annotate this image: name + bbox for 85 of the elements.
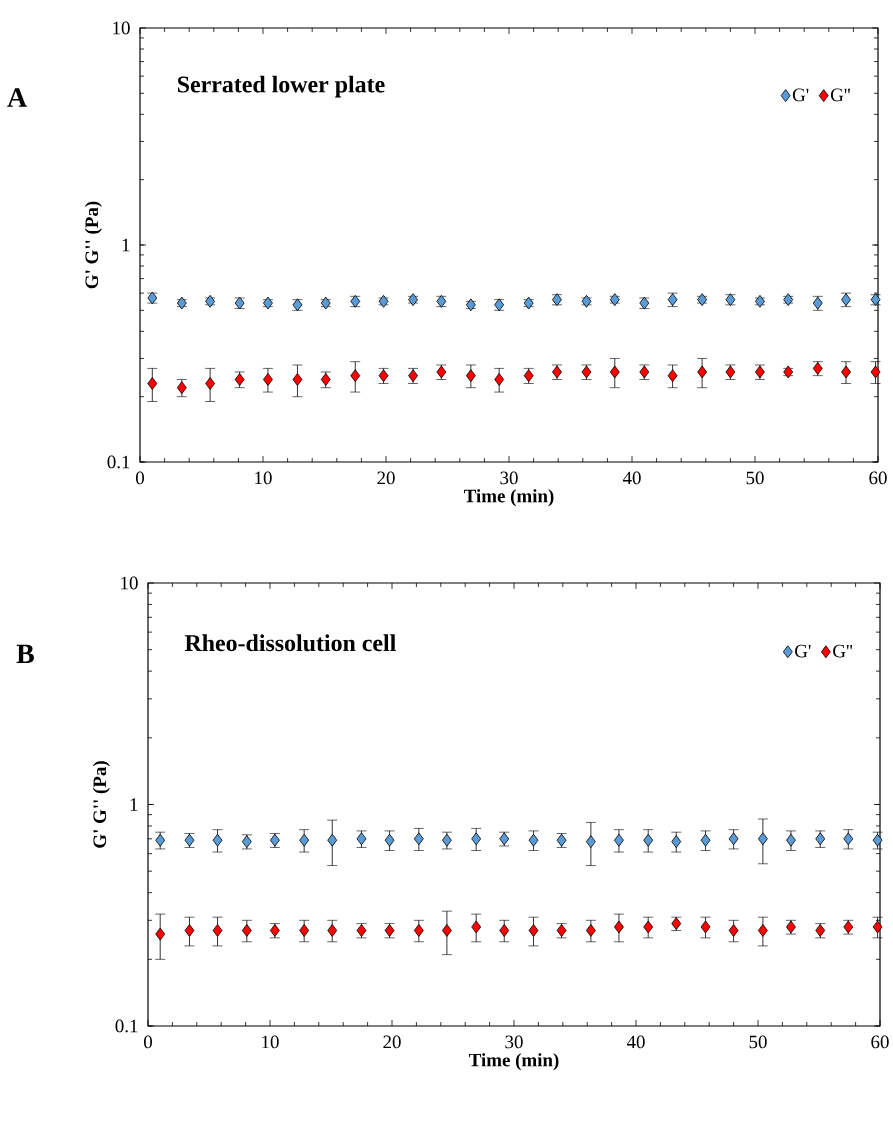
point — [728, 832, 739, 846]
point — [841, 365, 851, 379]
point — [205, 294, 216, 308]
point — [643, 920, 654, 934]
point — [757, 832, 768, 846]
x-tick-label: 0 — [135, 471, 144, 485]
point — [465, 369, 476, 383]
y-axis-title: G' G'' (Pa) — [84, 201, 102, 289]
x-axis-title: Time (min) — [468, 1053, 559, 1071]
point — [327, 833, 338, 847]
point — [184, 924, 195, 937]
legend-label: G' — [792, 88, 809, 102]
x-tick-label: 50 — [749, 1035, 767, 1049]
point — [499, 924, 510, 937]
point — [528, 833, 539, 847]
point — [528, 924, 539, 937]
point — [350, 369, 361, 383]
point — [870, 365, 881, 379]
y-tick-label: 1 — [130, 798, 138, 811]
point — [700, 920, 711, 934]
text: B — [16, 644, 34, 664]
point — [700, 833, 711, 847]
point — [299, 833, 310, 847]
point — [292, 373, 303, 386]
point — [585, 835, 596, 849]
point — [408, 293, 418, 307]
text: Serrated lower plate — [177, 75, 385, 98]
point — [755, 294, 765, 308]
point — [147, 377, 158, 390]
legend-label: G' — [795, 644, 811, 658]
y-tick-label: 10 — [121, 576, 138, 590]
y-tick-label: 10 — [113, 21, 130, 35]
point — [667, 369, 678, 383]
x-tick-label: 20 — [383, 1035, 401, 1049]
point — [697, 365, 708, 379]
y-tick-label: 1 — [122, 238, 130, 252]
point — [643, 833, 654, 847]
point — [155, 927, 166, 941]
text: Rheo-dissolution cell — [184, 634, 396, 652]
x-tick-label: 40 — [622, 471, 641, 485]
point — [786, 833, 796, 847]
point — [783, 365, 794, 379]
point — [442, 924, 452, 937]
y-axis-title: G' G'' (Pa) — [92, 761, 110, 848]
point — [413, 924, 424, 937]
point — [263, 296, 273, 310]
x-tick-label: 60 — [869, 471, 887, 485]
x-tick-label: 60 — [871, 1035, 889, 1049]
y-tick-label: 0.1 — [115, 1019, 138, 1033]
x-tick-label: 40 — [626, 1035, 645, 1049]
point — [413, 832, 424, 846]
point — [299, 924, 310, 937]
x-tick-label: 10 — [255, 471, 272, 485]
text: A — [7, 88, 27, 107]
point — [728, 924, 739, 937]
point — [609, 365, 620, 379]
x-tick-label: 20 — [377, 471, 395, 485]
legend-label: G'' — [830, 88, 850, 102]
x-tick-label: 30 — [500, 471, 518, 485]
point — [241, 924, 252, 937]
x-tick-label: 30 — [505, 1035, 523, 1049]
x-axis-title: Time (min) — [464, 489, 554, 507]
point — [614, 833, 624, 847]
point — [671, 835, 682, 849]
x-tick-label: 50 — [746, 471, 764, 485]
y-tick-label: 0.1 — [107, 455, 130, 469]
point — [872, 920, 883, 934]
point — [843, 832, 854, 846]
point — [263, 373, 273, 386]
point — [783, 293, 794, 307]
x-tick-label: 0 — [143, 1035, 152, 1049]
legend-label: G'' — [833, 644, 853, 658]
x-tick-label: 10 — [262, 1035, 279, 1049]
point — [327, 924, 338, 937]
point — [471, 832, 482, 846]
point — [697, 293, 708, 307]
point — [205, 377, 216, 390]
point — [212, 833, 223, 847]
point — [494, 373, 505, 386]
point — [471, 920, 482, 934]
point — [614, 920, 624, 934]
point — [585, 924, 596, 937]
point — [384, 833, 395, 847]
point — [757, 924, 768, 937]
point — [212, 924, 223, 937]
